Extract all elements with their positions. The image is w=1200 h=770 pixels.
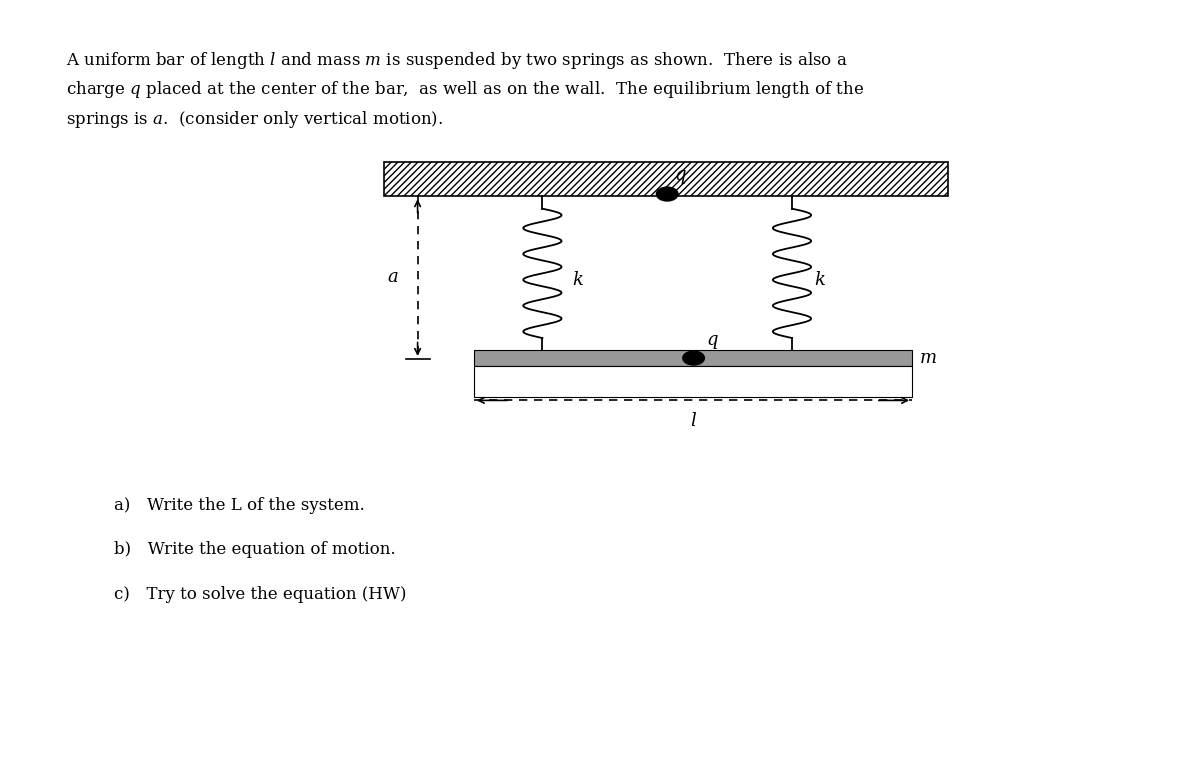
Text: c) Try to solve the equation (HW): c) Try to solve the equation (HW) xyxy=(114,586,407,603)
Bar xyxy=(474,350,912,366)
Text: $a$: $a$ xyxy=(386,268,398,286)
Text: $m$: $m$ xyxy=(919,349,937,367)
Text: $q$: $q$ xyxy=(674,168,688,186)
Text: $l$: $l$ xyxy=(690,412,697,430)
Text: $q$: $q$ xyxy=(706,333,719,351)
Text: a) Write the L of the system.: a) Write the L of the system. xyxy=(114,497,365,514)
Text: $k$: $k$ xyxy=(814,271,826,290)
Bar xyxy=(474,366,912,397)
Bar xyxy=(384,162,948,196)
Circle shape xyxy=(683,351,704,365)
Text: $k$: $k$ xyxy=(572,271,584,290)
Text: A uniform bar of length $l$ and mass $m$ is suspended by two springs as shown.  : A uniform bar of length $l$ and mass $m$… xyxy=(66,50,864,129)
Circle shape xyxy=(656,187,678,201)
Text: b) Write the equation of motion.: b) Write the equation of motion. xyxy=(114,541,396,558)
